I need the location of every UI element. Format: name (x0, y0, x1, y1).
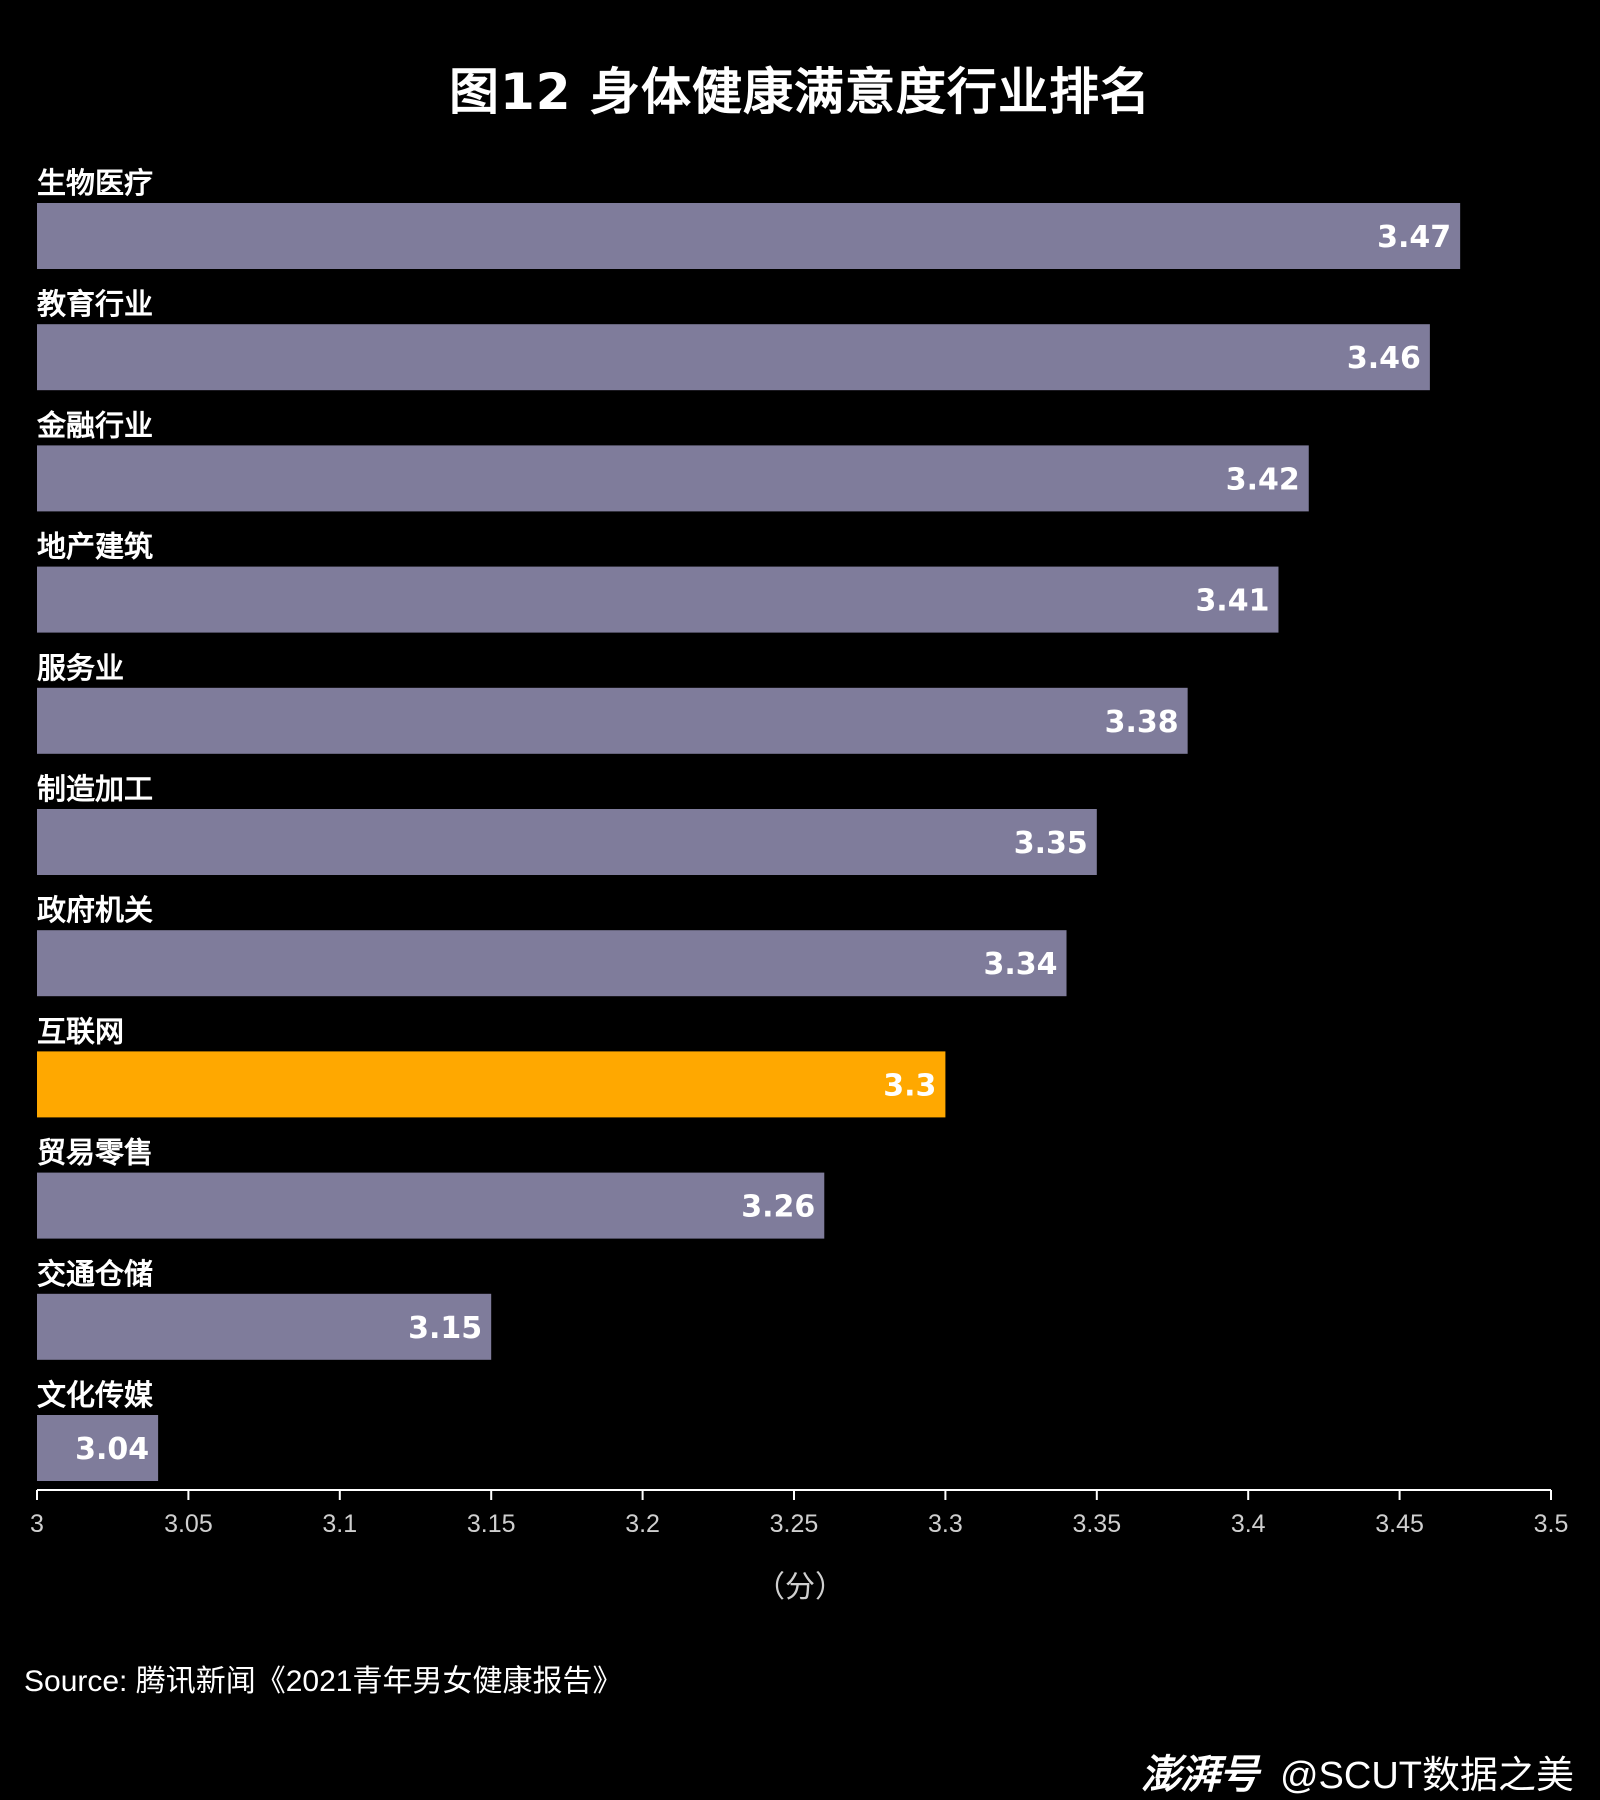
category-label: 服务业 (37, 651, 124, 685)
category-label: 制造加工 (37, 772, 153, 806)
bar (37, 930, 1067, 997)
watermark-logo: 澎湃号 (1140, 1753, 1259, 1797)
value-label: 3.35 (1014, 826, 1088, 861)
x-axis: 3 3.05 3.1 3.15 3.2 3.25 3.3 3.35 3.4 3.45 3.5 (30, 1489, 1569, 1538)
value-label: 3.26 (741, 1190, 815, 1225)
bar (37, 1415, 159, 1481)
x-tick-label: 3.15 (467, 1510, 516, 1538)
category-label: 教育行业 (37, 287, 153, 321)
category-label: 交通仓储 (37, 1257, 153, 1291)
x-tick-label: 3.35 (1072, 1510, 1121, 1538)
bar (37, 203, 1461, 269)
x-tick-label: 3.1 (322, 1510, 357, 1538)
x-tick-label: 3.45 (1375, 1510, 1424, 1538)
category-label: 贸易零售 (37, 1136, 153, 1170)
x-tick-label: 3.05 (164, 1510, 213, 1538)
bars-layer: 生物医疗 3.47 教育行业 3.46 金融行业 3.42 地产建筑 3.41 服务业 3.38 制… (36, 166, 1461, 1481)
bar (37, 1293, 492, 1360)
x-tick-label: 3.2 (625, 1510, 660, 1538)
value-label: 3.04 (75, 1432, 149, 1467)
category-label: 生物医疗 (37, 166, 153, 200)
bar (37, 445, 1309, 512)
bar (37, 566, 1279, 633)
bar (37, 1172, 825, 1239)
x-tick-label: 3.5 (1534, 1510, 1569, 1538)
x-tick-label: 3.3 (928, 1510, 963, 1538)
x-tick-label: 3.4 (1231, 1510, 1266, 1538)
x-tick-label: 3.25 (770, 1510, 819, 1538)
value-label: 3.46 (1347, 341, 1421, 376)
category-label: 文化传媒 (37, 1378, 154, 1412)
value-label: 3.47 (1377, 220, 1451, 255)
value-label: 3.3 (883, 1068, 936, 1103)
bar (37, 809, 1097, 875)
value-label: 3.38 (1105, 705, 1179, 740)
category-label: 地产建筑 (37, 530, 153, 564)
value-label: 3.42 (1226, 462, 1300, 497)
chart-title: 图12 身体健康满意度行业排名 (449, 63, 1151, 121)
watermark-handle: @SCUT数据之美 (1279, 1754, 1574, 1797)
bar (37, 324, 1430, 391)
value-label: 3.41 (1195, 584, 1269, 619)
bar (37, 1051, 946, 1118)
watermark: 澎湃号 @SCUT数据之美 (1141, 1742, 1574, 1800)
x-tick-label: 3 (30, 1510, 44, 1538)
category-label: 政府机关 (37, 893, 153, 927)
x-axis-label: （分） (755, 1570, 845, 1605)
source-note: Source: 腾讯新闻《2021青年男女健康报告》 (24, 1665, 623, 1698)
value-label: 3.34 (983, 947, 1057, 982)
category-label: 互联网 (37, 1014, 124, 1048)
value-label: 3.15 (408, 1311, 482, 1346)
category-label: 金融行业 (36, 408, 153, 442)
bar (37, 687, 1188, 754)
